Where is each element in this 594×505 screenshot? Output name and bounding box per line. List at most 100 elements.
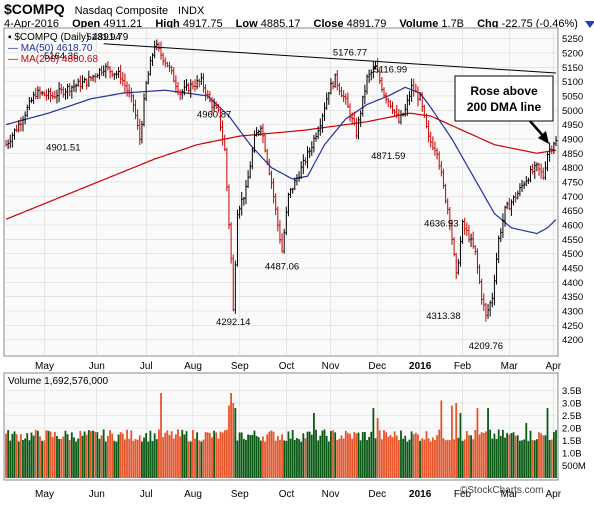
volume-bar (287, 431, 290, 478)
volume-bar (147, 441, 150, 478)
volume-bar (291, 429, 294, 478)
price-tick-label: 4950 (562, 120, 583, 131)
volume-bar (155, 439, 158, 478)
volume-bar (77, 438, 80, 478)
volume-bar (181, 429, 184, 478)
volume-bar (289, 438, 292, 478)
volume-bar (472, 439, 475, 478)
price-tick-label: 4500 (562, 249, 583, 260)
chg-value: -22.75 (-0.46%) (501, 18, 578, 30)
ma50-line (5, 86, 557, 235)
volume-bar (266, 434, 269, 478)
volume-bar (73, 437, 75, 478)
volume-bar (276, 435, 279, 478)
volume-bar (440, 400, 443, 478)
volume-bar (470, 435, 472, 478)
close-label: Close (313, 18, 344, 30)
volume-tick-label: 2.0B (562, 424, 582, 435)
volume-bar (272, 431, 275, 478)
volume-bar (453, 439, 455, 478)
volume-bar (240, 432, 243, 478)
volume-bar (185, 431, 188, 478)
volume-bar (353, 432, 356, 478)
annotation-callout: Rose above 200 DMA line (454, 75, 554, 144)
symbol: $COMPQ (4, 1, 65, 17)
volume-bar (327, 441, 330, 478)
volume-bar (39, 436, 41, 478)
volume-bar (408, 439, 411, 478)
volume-bar (363, 432, 366, 478)
volume-bar (480, 432, 483, 478)
volume-bar (283, 440, 286, 478)
volume-bar (463, 439, 466, 478)
volume-bar (521, 440, 523, 478)
volume-bar (245, 439, 247, 478)
volume-bar (442, 438, 445, 478)
volume-bar (474, 430, 477, 478)
volume-bar (157, 429, 160, 478)
volume-bar (516, 435, 519, 478)
price-tick-label: 5200 (562, 48, 583, 59)
volume-bar (535, 439, 538, 478)
volume-bar (304, 438, 307, 478)
volume-bar (448, 440, 451, 478)
volume-bar (317, 440, 320, 478)
volume-bar (338, 438, 341, 478)
month-label-price: Sep (231, 361, 249, 372)
volume-bar (508, 434, 511, 478)
volume-bar (344, 430, 347, 478)
volume-bar (518, 440, 521, 478)
ma200-series (5, 112, 557, 220)
month-label-price: Jul (140, 361, 153, 372)
volume-bar (512, 432, 515, 478)
volume-bar (217, 438, 220, 478)
volume-bar (431, 437, 434, 478)
volume-bar (529, 430, 532, 478)
volume-bar (436, 435, 438, 478)
month-label-volume: May (35, 489, 54, 500)
volume-bar (531, 440, 534, 478)
volume-bar (429, 441, 432, 478)
volume-bar (285, 440, 288, 478)
volume-bar (47, 430, 50, 478)
volume-bar (56, 436, 58, 478)
volume-bar (461, 440, 464, 478)
price-tick-label: 4750 (562, 177, 583, 188)
volume-bar (406, 441, 409, 478)
volume-bar (455, 403, 458, 478)
volume-bar (315, 429, 317, 478)
volume-bar (502, 429, 504, 478)
volume-bar (393, 431, 396, 478)
volume-bar (323, 429, 326, 478)
volume-bar (491, 438, 494, 478)
volume-bar (124, 439, 126, 478)
volume-bar (504, 437, 506, 478)
volume-bar (495, 438, 498, 478)
price-tick-label: 4550 (562, 235, 583, 246)
month-label-volume: Nov (322, 489, 340, 500)
trendline-group (103, 43, 557, 74)
price-tick-label: 4800 (562, 163, 583, 174)
volume-bar (11, 433, 14, 478)
price-tick-label: 4600 (562, 220, 583, 231)
volume-bar (117, 434, 120, 478)
volume-bar (478, 434, 481, 478)
volume-bar (548, 440, 551, 478)
price-annotation-label: 4960.87 (197, 110, 231, 121)
volume-bar (247, 434, 249, 478)
volume-bar (9, 440, 12, 478)
volume-bar (130, 430, 133, 478)
volume-bar (451, 405, 453, 478)
volume-bar (487, 408, 489, 478)
volume-bar (204, 432, 207, 478)
volume-bar (81, 435, 84, 478)
volume-bar (162, 437, 165, 478)
month-label-price: Apr (545, 361, 561, 372)
dropdown-triangle-icon[interactable] (585, 20, 594, 28)
volume-bar (355, 433, 358, 478)
annotation-line1: Rose above (470, 84, 538, 98)
volume-bar (391, 437, 394, 478)
volume-bar (83, 431, 86, 478)
close-value: 4891.79 (346, 18, 387, 30)
volume-bar (259, 440, 262, 478)
